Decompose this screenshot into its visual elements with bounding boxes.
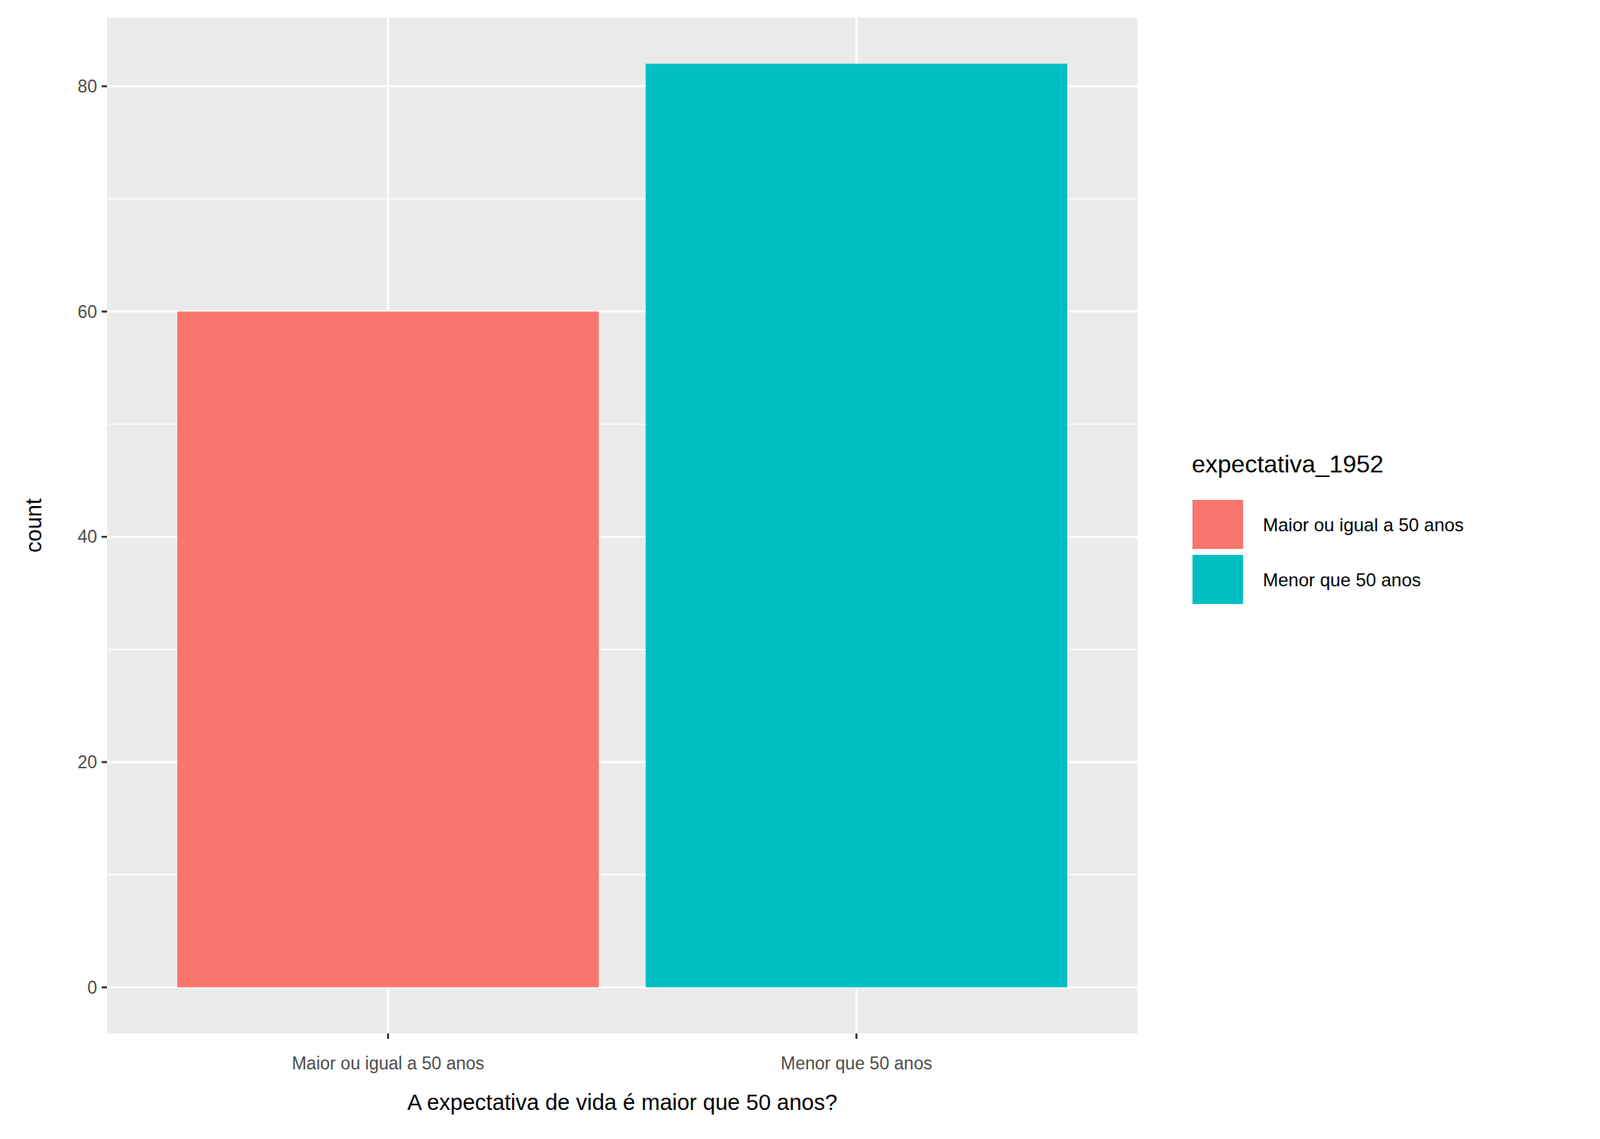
y-tick-label: 80 [77, 76, 98, 97]
legend-label: Maior ou igual a 50 anos [1262, 514, 1464, 536]
y-axis-title: count [21, 498, 46, 553]
legend-label: Menor que 50 anos [1262, 569, 1422, 591]
legend-key-bg [1191, 499, 1244, 550]
y-tick [101, 535, 108, 539]
panel [107, 17, 1138, 1034]
y-tick-label: 60 [77, 301, 98, 322]
legend-key-bg [1191, 554, 1244, 605]
y-tick-label: 20 [77, 752, 98, 773]
x-tick [855, 1033, 858, 1039]
bar [645, 63, 1068, 987]
y-tick-label: 0 [87, 977, 98, 998]
chart: 0 20 40 60 80 Maior ou igual a 50 anos Menor q… [0, 0, 1600, 1139]
legend-title: expectativa_1952 [1191, 450, 1384, 478]
y-tick [101, 310, 108, 313]
x-tick-label: Maior ou igual a 50 anos [292, 1053, 485, 1074]
y-tick [101, 986, 108, 989]
y-tick-label: 40 [77, 526, 98, 547]
x-tick-label: Menor que 50 anos [780, 1053, 932, 1074]
x-axis-title: A expectativa de vida é maior que 50 ano… [407, 1090, 838, 1115]
y-tick [101, 761, 108, 764]
legend-key [1192, 554, 1244, 604]
y-tick [101, 85, 108, 88]
bars [177, 63, 1068, 987]
bar [177, 311, 599, 988]
legend-key [1192, 499, 1244, 549]
x-tick [386, 1033, 390, 1039]
